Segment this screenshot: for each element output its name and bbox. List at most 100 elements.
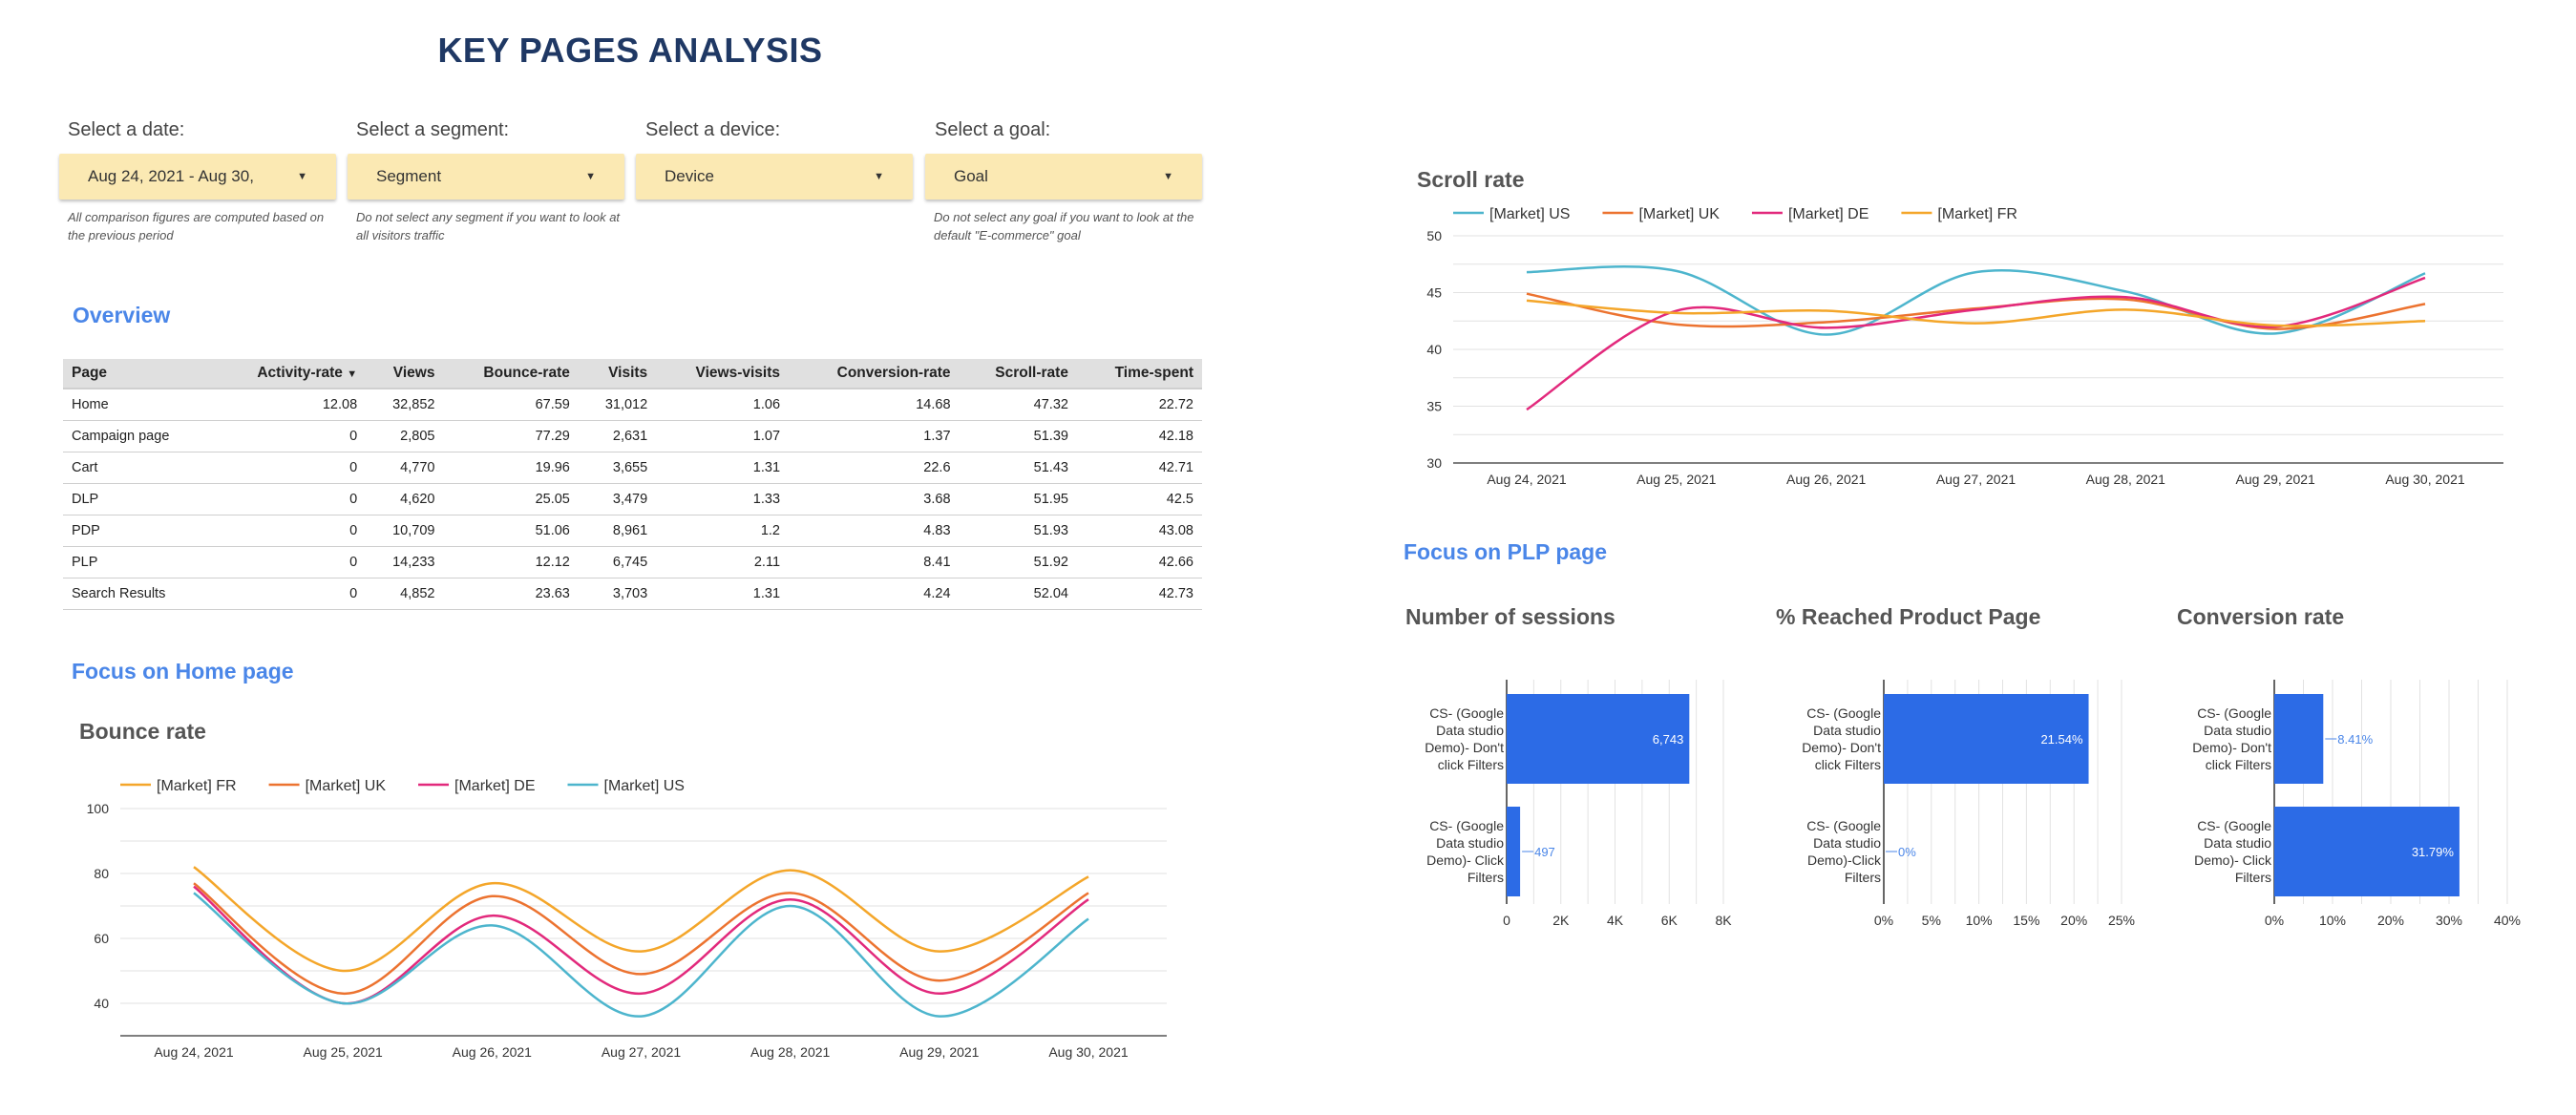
series-line bbox=[1526, 265, 2426, 336]
table-cell: 0 bbox=[213, 578, 367, 610]
table-row[interactable]: Search Results 0 4,852 23.63 3,703 1.31 4.24 52… bbox=[63, 578, 1202, 610]
table-row[interactable]: DLP 0 4,620 25.05 3,479 1.33 3.68 51.95 42.5 bbox=[63, 483, 1202, 515]
x-tick-label: Aug 26, 2021 bbox=[1786, 472, 1867, 487]
table-cell: 1.31 bbox=[656, 578, 790, 610]
table-cell: 42.66 bbox=[1076, 546, 1202, 579]
category-label: CS- (Google bbox=[1806, 705, 1881, 721]
table-cell: 22.6 bbox=[789, 452, 960, 484]
table-cell: 51.43 bbox=[959, 452, 1077, 484]
x-tick-label: Aug 28, 2021 bbox=[2086, 472, 2166, 487]
table-cell: 2,805 bbox=[366, 420, 444, 452]
table-cell: 3,703 bbox=[578, 578, 657, 610]
category-label: Data studio bbox=[1436, 835, 1504, 851]
page-title: KEY PAGES ANALYSIS bbox=[437, 31, 823, 70]
column-header-views-visits[interactable]: Views-visits bbox=[656, 359, 790, 389]
x-tick-label: Aug 30, 2021 bbox=[2385, 472, 2465, 487]
goal-selector[interactable]: Goal ▼ bbox=[925, 154, 1202, 200]
table-row[interactable]: PDP 0 10,709 51.06 8,961 1.2 4.83 51.93 43.08 bbox=[63, 515, 1202, 547]
legend-label: [Market] DE bbox=[1788, 206, 1869, 222]
table-cell: 0 bbox=[213, 452, 367, 484]
x-tick-label: Aug 28, 2021 bbox=[750, 1044, 831, 1060]
goal-value: Goal bbox=[954, 167, 988, 185]
table-cell: 6,745 bbox=[578, 546, 657, 579]
column-header-visits[interactable]: Visits bbox=[578, 359, 657, 389]
table-row[interactable]: Cart 0 4,770 19.96 3,655 1.31 22.6 51.43 42.71 bbox=[63, 452, 1202, 484]
table-cell: 10,709 bbox=[366, 515, 444, 547]
column-header-time-spent[interactable]: Time-spent bbox=[1076, 359, 1202, 389]
segment-selector[interactable]: Segment ▼ bbox=[348, 154, 624, 200]
x-tick-label: 8K bbox=[1715, 913, 1732, 928]
table-cell: 1.06 bbox=[656, 389, 790, 421]
device-value: Device bbox=[665, 167, 714, 185]
category-label: Filters bbox=[1467, 870, 1504, 885]
category-label: Filters bbox=[2235, 870, 2271, 885]
bar bbox=[2274, 694, 2324, 784]
scroll-rate-chart: Scroll rate [Market] US [Market] UK [Market… bbox=[1417, 167, 2503, 487]
table-row[interactable]: Home 12.08 32,852 67.59 31,012 1.06 14.68 47.32… bbox=[63, 389, 1202, 421]
table-cell: 3,479 bbox=[578, 483, 657, 515]
table-row[interactable]: Campaign page 0 2,805 77.29 2,631 1.07 1.37 51.… bbox=[63, 420, 1202, 452]
column-header-views[interactable]: Views bbox=[366, 359, 444, 389]
table-cell: 3,655 bbox=[578, 452, 657, 484]
table-cell: 22.72 bbox=[1076, 389, 1202, 421]
column-header-activity-rate[interactable]: Activity-rate ▼ bbox=[213, 359, 367, 389]
table-cell: 8,961 bbox=[578, 515, 657, 547]
column-header-bounce-rate[interactable]: Bounce-rate bbox=[443, 359, 579, 389]
column-header-scroll-rate[interactable]: Scroll-rate bbox=[959, 359, 1077, 389]
category-label: Data studio bbox=[1436, 723, 1504, 738]
conversion-rate-bar-chart: Conversion rate 0% 10% 20% 30% 40% 8.41% CS- (G… bbox=[2177, 604, 2521, 928]
table-cell: 52.04 bbox=[959, 578, 1077, 610]
device-selector[interactable]: Device ▼ bbox=[636, 154, 913, 200]
dropdown-caret-icon: ▼ bbox=[874, 171, 884, 182]
legend-label: [Market] UK bbox=[1638, 206, 1720, 222]
y-tick-label: 100 bbox=[87, 801, 110, 816]
table-cell: 31,012 bbox=[578, 389, 657, 421]
goal-filter-note: Do not select any goal if you want to lo… bbox=[934, 210, 1194, 242]
bar-value-label: 8.41% bbox=[2337, 732, 2373, 747]
chart-title: Conversion rate bbox=[2177, 604, 2344, 629]
series-line bbox=[193, 882, 1089, 996]
table-cell: 1.2 bbox=[656, 515, 790, 547]
table-cell: 1.33 bbox=[656, 483, 790, 515]
table-cell: 4,852 bbox=[366, 578, 444, 610]
legend-label: [Market] UK bbox=[306, 778, 387, 794]
y-tick-label: 40 bbox=[94, 996, 109, 1011]
x-tick-label: 4K bbox=[1607, 913, 1624, 928]
reached-product-page-bar-chart: % Reached Product Page 0% 5% 10% 15% 20% 25% 21… bbox=[1776, 604, 2135, 928]
bar bbox=[1507, 807, 1521, 896]
bar bbox=[1507, 694, 1690, 784]
device-filter-label: Select a device: bbox=[645, 119, 781, 140]
table-cell: 2,631 bbox=[578, 420, 657, 452]
table-cell: 1.31 bbox=[656, 452, 790, 484]
category-label: Data studio bbox=[1813, 723, 1881, 738]
table-cell: 51.39 bbox=[959, 420, 1077, 452]
category-label: CS- (Google bbox=[2197, 818, 2271, 833]
date-range-selector[interactable]: Aug 24, 2021 - Aug 30, 2021 ▼ bbox=[59, 154, 336, 200]
table-row[interactable]: PLP 0 14,233 12.12 6,745 2.11 8.41 51.92 42.66 bbox=[63, 546, 1202, 579]
x-tick-label: 10% bbox=[1966, 913, 1993, 928]
table-cell: 0 bbox=[213, 515, 367, 547]
segment-filter-note: Do not select any segment if you want to… bbox=[356, 210, 621, 242]
category-label: click Filters bbox=[2206, 757, 2271, 772]
legend-label: [Market] DE bbox=[454, 778, 535, 794]
table-cell: 47.32 bbox=[959, 389, 1077, 421]
table-cell: 19.96 bbox=[443, 452, 579, 484]
table-cell: 42.71 bbox=[1076, 452, 1202, 484]
column-header-page[interactable]: Page bbox=[63, 359, 213, 389]
x-tick-label: Aug 27, 2021 bbox=[602, 1044, 682, 1060]
series-line bbox=[1526, 276, 2426, 411]
column-header-conversion-rate[interactable]: Conversion-rate bbox=[789, 359, 960, 389]
overview-table: Page Activity-rate ▼ Views Bounce-rate V… bbox=[63, 359, 1202, 610]
category-label: click Filters bbox=[1438, 757, 1504, 772]
y-tick-label: 80 bbox=[94, 866, 109, 881]
y-tick-label: 35 bbox=[1426, 399, 1442, 414]
x-tick-label: 20% bbox=[2377, 913, 2404, 928]
segment-filter-label: Select a segment: bbox=[356, 119, 510, 140]
x-tick-label: 25% bbox=[2108, 913, 2135, 928]
x-tick-label: Aug 29, 2021 bbox=[899, 1044, 980, 1060]
bar-value-label: 0% bbox=[1898, 845, 1916, 859]
category-label: Demo)- Click bbox=[1426, 852, 1505, 868]
bar-value-label: 497 bbox=[1534, 845, 1555, 859]
x-tick-label: Aug 27, 2021 bbox=[1936, 472, 2016, 487]
column-header-label: Activity-rate bbox=[257, 365, 343, 381]
